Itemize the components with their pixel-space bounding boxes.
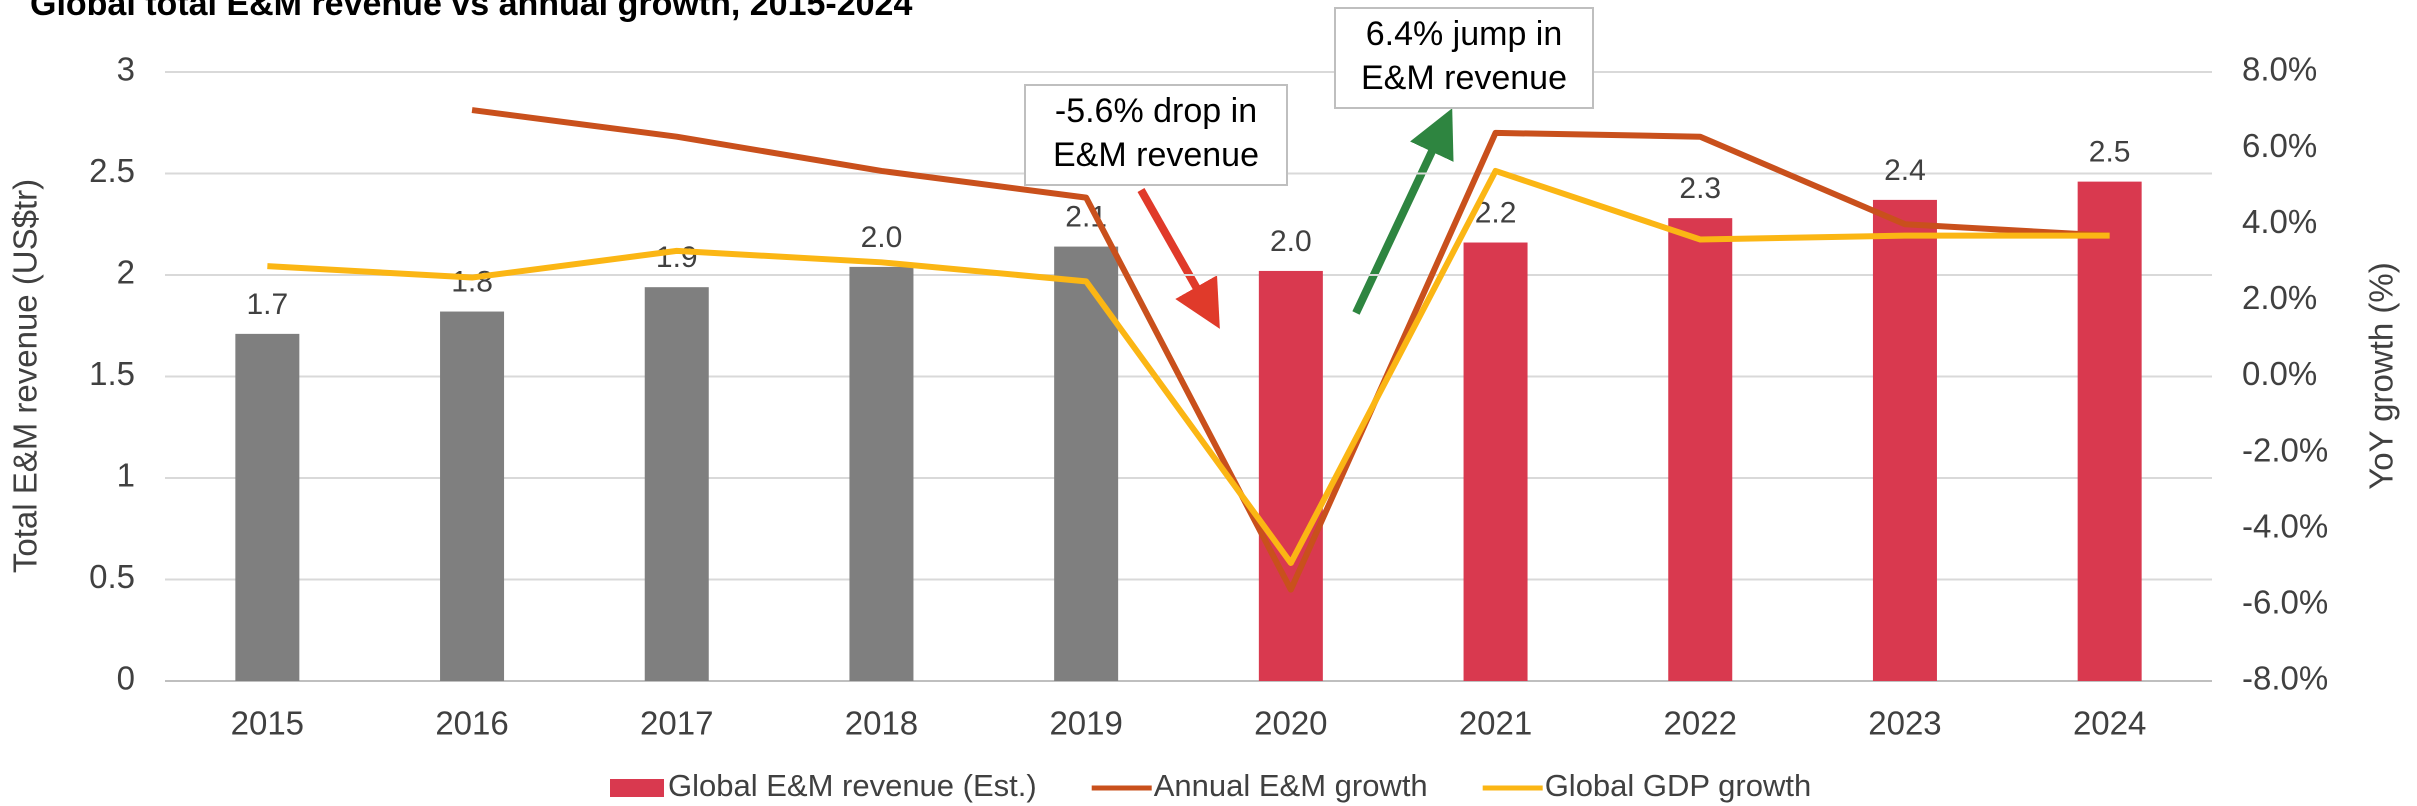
- bar: [1463, 242, 1528, 681]
- y2-tick-label: -4.0%: [2242, 507, 2328, 544]
- y-tick-label: 0.5: [89, 558, 135, 595]
- bar: [235, 333, 300, 681]
- data-label: 1.8: [451, 265, 493, 298]
- data-label: 2.0: [861, 221, 903, 254]
- annotation-arrow: [1352, 108, 1454, 315]
- x-tick-label: 2015: [231, 705, 304, 742]
- y2-tick-label: 0.0%: [2242, 355, 2317, 392]
- annotation-text: -5.6% drop in: [1055, 92, 1257, 130]
- y-tick-label: 2: [117, 254, 135, 291]
- y2-tick-label: -6.0%: [2242, 584, 2328, 621]
- bar: [1668, 218, 1733, 681]
- bar: [1258, 270, 1323, 681]
- y-tick-label: 1.5: [89, 355, 135, 392]
- y-tick-label: 1: [117, 457, 135, 494]
- x-tick-label: 2016: [435, 705, 508, 742]
- x-tick-label: 2019: [1049, 705, 1122, 742]
- annotation-box: [1024, 84, 1288, 186]
- y-tick-label: 0: [117, 660, 135, 697]
- legend-label: Annual E&M growth: [1154, 768, 1428, 803]
- annotation-text: E&M revenue: [1053, 136, 1259, 174]
- x-tick-label: 2018: [845, 705, 918, 742]
- annotation-text: E&M revenue: [1361, 59, 1567, 97]
- x-tick-label: 2021: [1459, 705, 1532, 742]
- y2-axis-title: YoY growth (%): [2363, 262, 2400, 489]
- data-label: 1.7: [246, 288, 288, 321]
- y-tick-label: 3: [117, 51, 135, 88]
- data-label: 1.9: [656, 241, 698, 274]
- legend-swatch: [610, 779, 664, 797]
- line: [471, 107, 2110, 593]
- bar: [1872, 199, 1937, 681]
- data-label: 2.3: [1679, 172, 1721, 205]
- data-label: 2.0: [1270, 225, 1312, 258]
- chart-title: Global total E&M revenue vs annual growt…: [30, 0, 912, 23]
- y2-tick-label: 6.0%: [2242, 127, 2317, 164]
- legend-label: Global E&M revenue (Est.): [668, 768, 1037, 803]
- bar: [644, 287, 709, 681]
- data-label: 2.4: [1884, 154, 1926, 187]
- bar: [440, 311, 505, 681]
- y2-tick-label: -8.0%: [2242, 660, 2328, 697]
- x-tick-label: 2023: [1868, 705, 1941, 742]
- x-tick-label: 2017: [640, 705, 713, 742]
- y2-tick-label: 8.0%: [2242, 51, 2317, 88]
- annotation-arrow: [1137, 188, 1220, 329]
- y2-tick-label: 2.0%: [2242, 279, 2317, 316]
- legend-label: Global GDP growth: [1545, 768, 1812, 803]
- bar: [2077, 181, 2142, 681]
- annotation-box: [1334, 7, 1594, 109]
- y2-tick-label: -2.0%: [2242, 431, 2328, 468]
- x-tick-label: 2020: [1254, 705, 1327, 742]
- x-tick-label: 2024: [2073, 705, 2146, 742]
- y2-tick-label: 4.0%: [2242, 203, 2317, 240]
- y-tick-label: 2.5: [89, 152, 135, 189]
- line: [267, 167, 2110, 567]
- bar: [1054, 246, 1119, 681]
- y-axis-title: Total E&M revenue (US$tr): [7, 179, 44, 573]
- bar: [849, 266, 914, 681]
- x-tick-label: 2022: [1664, 705, 1737, 742]
- annotation-text: 6.4% jump in: [1366, 15, 1563, 53]
- data-label: 2.5: [2089, 136, 2131, 169]
